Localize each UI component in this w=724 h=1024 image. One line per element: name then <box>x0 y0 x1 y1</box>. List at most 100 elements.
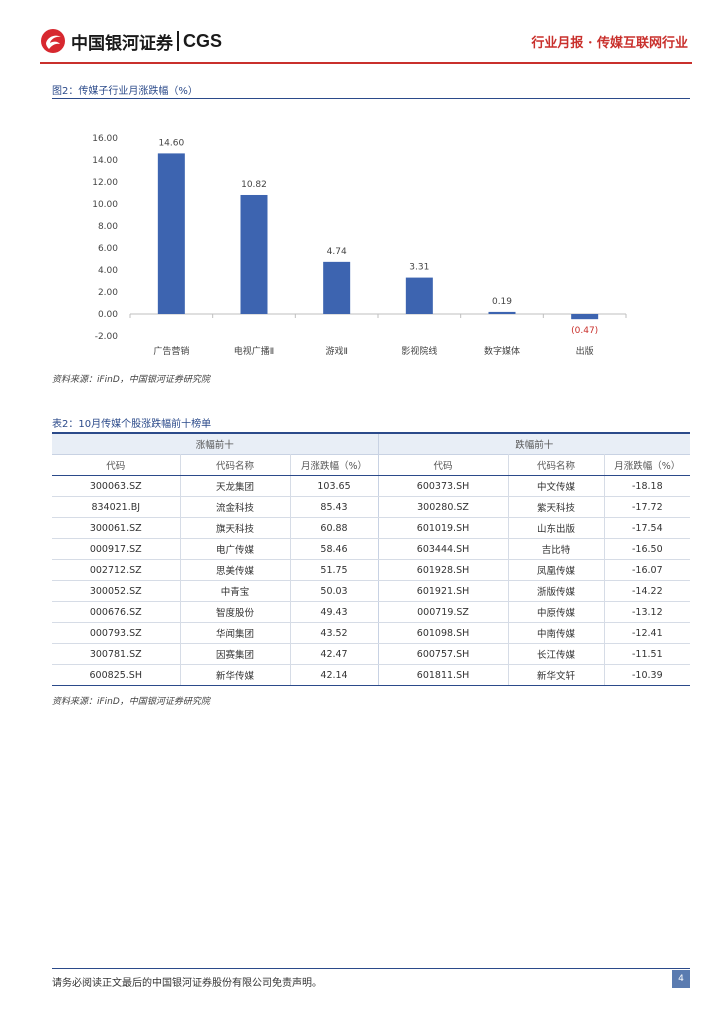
figure-source: 资料来源：iFinD，中国银河证券研究院 <box>52 372 210 385</box>
stock-ranking-table: 涨幅前十 跌幅前十 代码 代码名称 月涨跌幅（%） 代码 代码名称 月涨跌幅（%） 300… <box>52 432 690 686</box>
table-cell: -16.07 <box>604 560 690 581</box>
table-cell: 000793.SZ <box>52 623 180 644</box>
table-row: 000793.SZ 华闻集团 43.52 601098.SH 中南传媒 -12.41 <box>52 623 690 644</box>
table-cell: 103.65 <box>290 476 378 497</box>
y-tick-label: 16.00 <box>92 134 118 144</box>
column-header: 代码名称 <box>180 455 290 476</box>
table-cell: 51.75 <box>290 560 378 581</box>
table-cell: 60.88 <box>290 518 378 539</box>
table-cell: -16.50 <box>604 539 690 560</box>
bar <box>241 195 268 314</box>
column-header: 代码 <box>52 455 180 476</box>
table-cell: 华闻集团 <box>180 623 290 644</box>
y-tick-label: 0.00 <box>98 310 118 320</box>
footer-disclaimer: 请务必阅读正文最后的中国银河证券股份有限公司免责声明。 <box>52 974 322 989</box>
table-cell: 因赛集团 <box>180 644 290 665</box>
table-cell: 300061.SZ <box>52 518 180 539</box>
y-tick-label: 2.00 <box>98 288 118 298</box>
table-cell: 思美传媒 <box>180 560 290 581</box>
table-cell: 000676.SZ <box>52 602 180 623</box>
table-row: 300052.SZ 中青宝 50.03 601921.SH 浙版传媒 -14.22 <box>52 581 690 602</box>
table-cell: 旗天科技 <box>180 518 290 539</box>
table-row: 834021.BJ 流金科技 85.43 300280.SZ 紫天科技 -17.72 <box>52 497 690 518</box>
y-tick-label: 8.00 <box>98 222 118 232</box>
category-label: 广告营销 <box>153 345 189 357</box>
column-header: 月涨跌幅（%） <box>604 455 690 476</box>
table-cell: 601098.SH <box>378 623 508 644</box>
y-tick-label: 10.00 <box>92 200 118 210</box>
y-tick-label: 14.00 <box>92 156 118 166</box>
table-cell: 601921.SH <box>378 581 508 602</box>
footer-divider <box>52 968 690 969</box>
table-cell: 85.43 <box>290 497 378 518</box>
column-header: 月涨跌幅（%） <box>290 455 378 476</box>
page-header: 中国银河证券 CGS 行业月报 · 传媒互联网行业 <box>40 26 692 56</box>
brand-divider <box>177 31 179 51</box>
table-cell: 天龙集团 <box>180 476 290 497</box>
table-cell: -14.22 <box>604 581 690 602</box>
table-cell: 流金科技 <box>180 497 290 518</box>
table-cell: 002712.SZ <box>52 560 180 581</box>
table-cell: 中文传媒 <box>508 476 604 497</box>
column-header: 代码 <box>378 455 508 476</box>
table-cell: 601019.SH <box>378 518 508 539</box>
table-cell: 长江传媒 <box>508 644 604 665</box>
data-label: (0.47) <box>571 326 598 336</box>
table-cell: 智度股份 <box>180 602 290 623</box>
table-cell: 000719.SZ <box>378 602 508 623</box>
table-cell: 300781.SZ <box>52 644 180 665</box>
table-cell: 600373.SH <box>378 476 508 497</box>
bar <box>489 312 516 314</box>
data-label: 0.19 <box>492 297 512 307</box>
table-row: 002712.SZ 思美传媒 51.75 601928.SH 凤凰传媒 -16.07 <box>52 560 690 581</box>
brand-logo: 中国银河证券 CGS <box>40 28 222 54</box>
cgs-logo-icon <box>40 28 66 54</box>
table-cell: 凤凰传媒 <box>508 560 604 581</box>
table-cell: 中原传媒 <box>508 602 604 623</box>
table-cell: 吉比特 <box>508 539 604 560</box>
data-label: 14.60 <box>158 138 184 148</box>
table-title: 表2：10月传媒个股涨跌幅前十榜单 <box>52 415 211 430</box>
table-row: 000676.SZ 智度股份 49.43 000719.SZ 中原传媒 -13.12 <box>52 602 690 623</box>
table-cell: 新华传媒 <box>180 665 290 686</box>
y-tick-label: 6.00 <box>98 244 118 254</box>
y-tick-label: 12.00 <box>92 178 118 188</box>
y-tick-label: 4.00 <box>98 266 118 276</box>
table-row: 300781.SZ 因赛集团 42.47 600757.SH 长江传媒 -11.51 <box>52 644 690 665</box>
subsector-bar-chart: 16.00 14.00 12.00 10.00 8.00 6.00 4.00 2.00 0.00… <box>52 100 690 368</box>
table-cell: 中青宝 <box>180 581 290 602</box>
table-cell: 601811.SH <box>378 665 508 686</box>
table-cell: 300280.SZ <box>378 497 508 518</box>
bar <box>158 153 185 314</box>
table-cell: 49.43 <box>290 602 378 623</box>
table-cell: 新华文轩 <box>508 665 604 686</box>
table-cell: -12.41 <box>604 623 690 644</box>
brand-name-cn: 中国银河证券 <box>71 29 173 54</box>
table-cell: -18.18 <box>604 476 690 497</box>
data-label: 4.74 <box>327 247 347 257</box>
table-cell: 浙版传媒 <box>508 581 604 602</box>
figure-title-divider <box>52 98 690 99</box>
table-cell: 42.14 <box>290 665 378 686</box>
category-label: 数字媒体 <box>484 345 520 357</box>
y-tick-label: -2.00 <box>95 332 119 342</box>
category-label: 出版 <box>576 345 594 357</box>
table-row: 300063.SZ 天龙集团 103.65 600373.SH 中文传媒 -18.18 <box>52 476 690 497</box>
table-cell: 中南传媒 <box>508 623 604 644</box>
table-cell: 43.52 <box>290 623 378 644</box>
table-cell: 601928.SH <box>378 560 508 581</box>
brand-name-en: CGS <box>183 31 222 52</box>
table-cell: 300063.SZ <box>52 476 180 497</box>
data-label: 3.31 <box>409 263 429 273</box>
table-cell: 50.03 <box>290 581 378 602</box>
bar <box>571 314 598 319</box>
table-cell: -13.12 <box>604 602 690 623</box>
table-row: 600825.SH 新华传媒 42.14 601811.SH 新华文轩 -10.39 <box>52 665 690 686</box>
figure-title: 图2：传媒子行业月涨跌幅（%） <box>52 82 198 97</box>
table-source: 资料来源：iFinD，中国银河证券研究院 <box>52 694 210 707</box>
table-cell: 300052.SZ <box>52 581 180 602</box>
table-cell: -11.51 <box>604 644 690 665</box>
bar <box>406 278 433 314</box>
table-row: 000917.SZ 电广传媒 58.46 603444.SH 吉比特 -16.50 <box>52 539 690 560</box>
report-tag: 行业月报 · 传媒互联网行业 <box>531 32 688 51</box>
